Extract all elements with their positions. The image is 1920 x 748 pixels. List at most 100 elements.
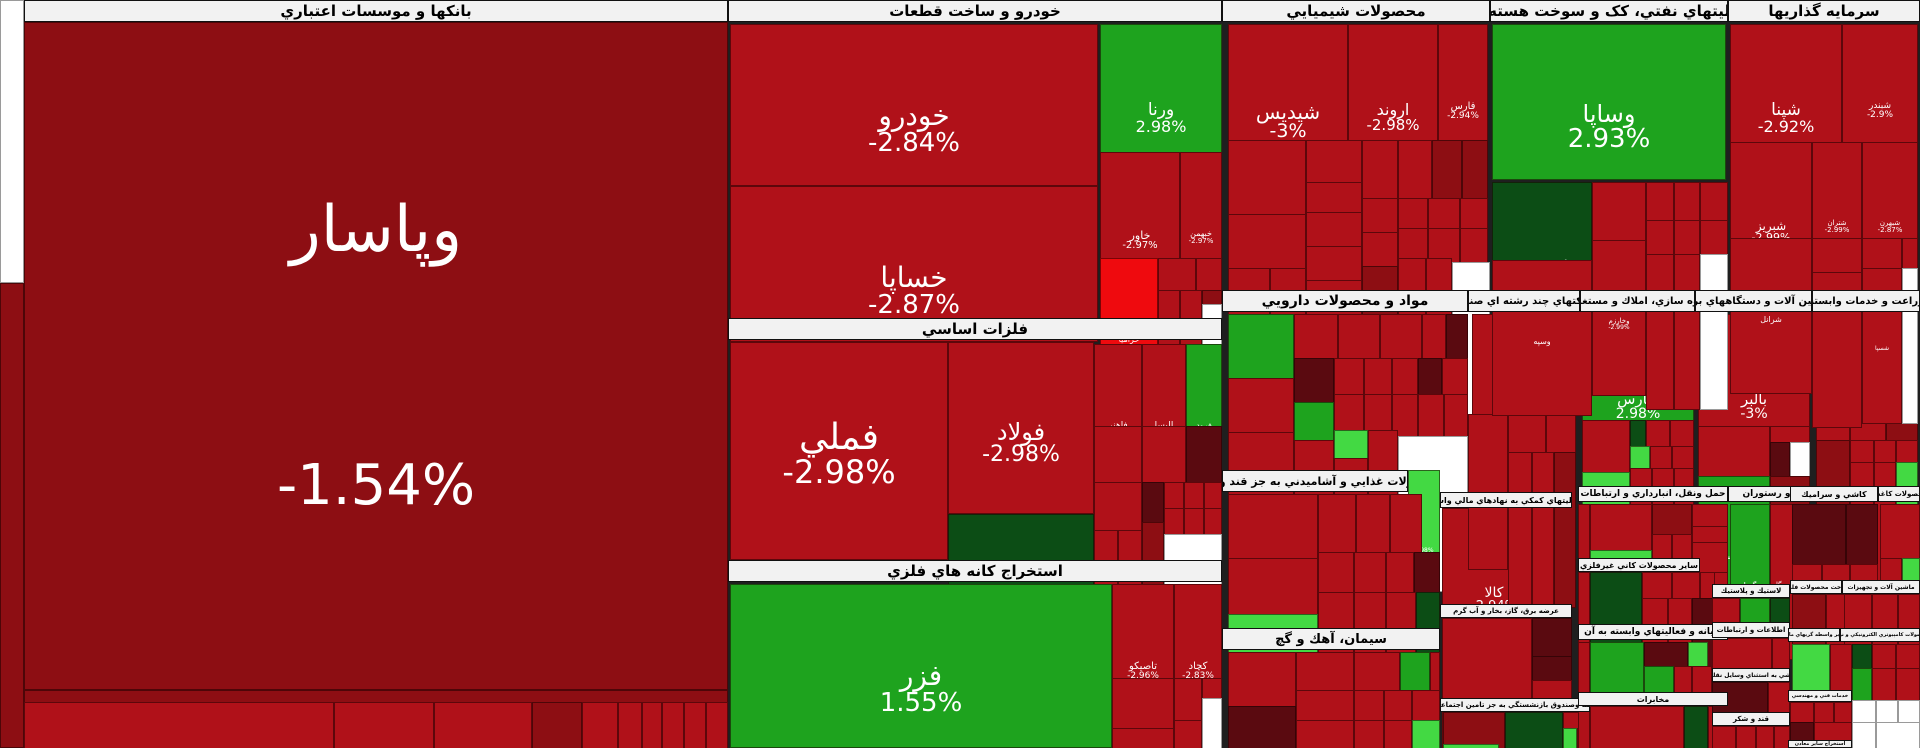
stock-symbol: وساپا [1582,99,1636,128]
stock-symbol: شبریز [1755,218,1787,233]
stock-symbol: تاصیکو [1128,660,1158,672]
sector-header-transport: حمل ونقل، انبارداري و ارتباطات [1578,486,1728,502]
sector-header-real-estate: انبوه سازي، املاك و مستغلات [1580,290,1695,312]
sector-header-sugar: قند و شکر [1712,712,1790,726]
stock-tile-وخارزم[interactable]: وخارزم -2.99% [1592,240,1646,396]
stock-tile-وبملت[interactable]: وبملت-2.99% [24,702,334,748]
stock-symbol: وسپه [1533,336,1551,346]
stock-change: -1.54% [276,453,476,519]
stock-tile[interactable] [1532,452,1554,608]
sector-header-automotive: خودرو و ساخت قطعات [728,0,1222,22]
sector-header-tile-ceramic: کاشي و سرامیك [1790,486,1878,502]
stock-tile[interactable] [1712,726,1736,748]
stock-tile-اخابر[interactable]: اخابر-1.77% [1590,706,1684,748]
sector-header-paper-products: محصولات کاغذي [1878,486,1920,502]
stock-tile-فزر[interactable]: فزر 1.55% [730,584,1112,748]
sector-header-multi-industry: شرکتهاي چند رشته اي صنعتي [1468,290,1580,312]
stock-tile[interactable] [642,702,662,748]
stock-tile-سباقر[interactable]: سباقر-1.5% [1228,706,1296,748]
stock-tile-سامان[interactable]: سامان-1.36% [532,702,582,748]
stock-symbol: شبندر [1868,100,1892,111]
sector-header-banks: بانکها و موسسات اعتباري [24,0,728,22]
stock-tile[interactable] [1384,720,1412,748]
sector-header-food-products: محصولات غذایي و آشامیدني به جز قند و شکر [1222,470,1408,492]
stock-tile[interactable] [1563,728,1577,748]
stock-tile-ومعادن[interactable]: ومعادن [1112,728,1174,748]
stock-change: -3% [1269,119,1307,142]
sector-header-engineering-services: خدمات فني و مهندسي [1788,690,1852,702]
empty-tile [1700,254,1728,410]
stock-tile-وبصادر[interactable]: وبصادر-2.88% [582,702,618,748]
stock-tile-بپاس[interactable]: بپاس0.08% [1505,712,1563,748]
stock-tile[interactable] [1774,726,1790,748]
stock-tile-شرانل[interactable]: شرانل [1730,238,1812,394]
stock-tile[interactable] [0,283,24,748]
stock-tile-فملي[interactable]: فملي -2.98% [730,342,948,560]
sector-header-wholesale: عمده فروشي به استثناي وسایل نقلیه موتوري [1712,668,1790,682]
sector-header-computer: رایانه و فعالیتهاي وابسته به آن [1578,624,1728,640]
stock-tile[interactable] [662,702,684,748]
stock-tile[interactable] [1684,706,1708,748]
stock-symbol: فارس [1450,100,1476,112]
sector-header-electrical-machinery: ماشین آلات و دستگاههاي برقي [1695,290,1812,312]
stock-change: -2.92% [1757,116,1815,136]
stock-symbol: کالا [1484,584,1504,601]
stock-tile[interactable] [684,702,706,748]
stock-change: -2.98% [782,452,896,491]
stock-change: -2.97% [1122,239,1158,251]
stock-symbol: وخارزم [1608,316,1630,325]
stock-change: -2.97% [1188,236,1214,245]
stock-tile-وپاسار[interactable]: وپاسار -1.54% [24,22,728,690]
stock-tile[interactable] [1554,452,1576,608]
stock-symbol: فاهنر [1108,421,1127,431]
stock-symbol: فرود [1196,421,1212,430]
stock-change: 2.98% [1135,116,1187,136]
stock-tile-وساپا[interactable]: وساپا 2.93% [1492,24,1726,180]
stock-change: 2.93% [1567,123,1651,154]
stock-tile[interactable] [1736,726,1756,748]
stock-tile[interactable] [1443,744,1499,748]
sector-header-pharma: مواد و محصولات دارویي [1222,290,1468,312]
stock-tile-وسپه[interactable]: وسپه [1492,260,1592,416]
stock-symbol: شسپا [1874,344,1890,352]
stock-symbol: خاور [1129,228,1151,242]
stock-symbol: خبهمن [1190,228,1212,238]
sector-header-utilities: عرضه برق، گاز، بخار و آب گرم [1440,604,1572,618]
stock-tile[interactable] [1296,720,1354,748]
sector-header-insurance: بیمه وصندوق بازنشستگي به جز تامین اجتماع… [1440,698,1590,712]
stock-tile-خودرو[interactable]: خودرو -2.84% [730,24,1098,186]
stock-change: 2.98% [1615,405,1661,422]
stock-tile-فولاد[interactable]: فولاد -2.98% [948,342,1094,514]
stock-change: -2.87% [1877,225,1903,234]
sector-header-other-nonmetal-minerals: سایر محصولات کاني غیرفلزي [1578,558,1700,572]
stock-change: -2.83% [1182,670,1214,681]
stock-tile[interactable] [1674,254,1700,410]
stock-change: -2.9% [1866,109,1894,120]
stock-tile-ونوین[interactable]: ونوین-2.99% [334,702,434,748]
stock-tile[interactable] [1508,452,1532,608]
sector-header-metal-ore-mining: استخراج کانه هاي فلزي [728,560,1222,582]
stock-tile-پاذر[interactable]: پاذر-0.88% [1443,712,1505,748]
stock-tile[interactable] [1646,254,1674,410]
stock-tile-خساپا[interactable]: خساپا -2.87% [730,186,1098,342]
stock-tile[interactable] [1578,706,1590,748]
empty-tile [1202,698,1222,748]
sector-header-telecom: مخابرات [1578,692,1728,706]
sector-header-metal-products: ساخت محصولات فلزي [1790,580,1842,594]
stock-tile[interactable] [1412,720,1440,748]
stock-tile-وتجارت[interactable]: وتجارت-2.92% [434,702,532,748]
sector-header-financial-aux: فعالیتهاي کمکي به نهادهاي مالي واسط [1440,492,1572,508]
stock-symbol: کچاد [1188,660,1208,672]
sector-header-agriculture: زراعت و خدمات وابسته [1812,290,1920,312]
stock-symbol: ورنا [1147,99,1175,120]
sector-header-other-financial: سایر واسطه گریهاي مالي [1788,628,1840,642]
stock-tile[interactable] [1174,720,1202,748]
stock-tile[interactable] [1756,726,1774,748]
stock-tile[interactable] [706,702,728,748]
stock-tile[interactable] [618,702,642,748]
stock-tile[interactable] [1354,720,1384,748]
empty-tile [0,0,24,283]
stock-symbol: فملي [799,416,879,458]
stock-change: -2.98% [1366,115,1420,134]
stock-change: -2.96% [1127,670,1159,681]
